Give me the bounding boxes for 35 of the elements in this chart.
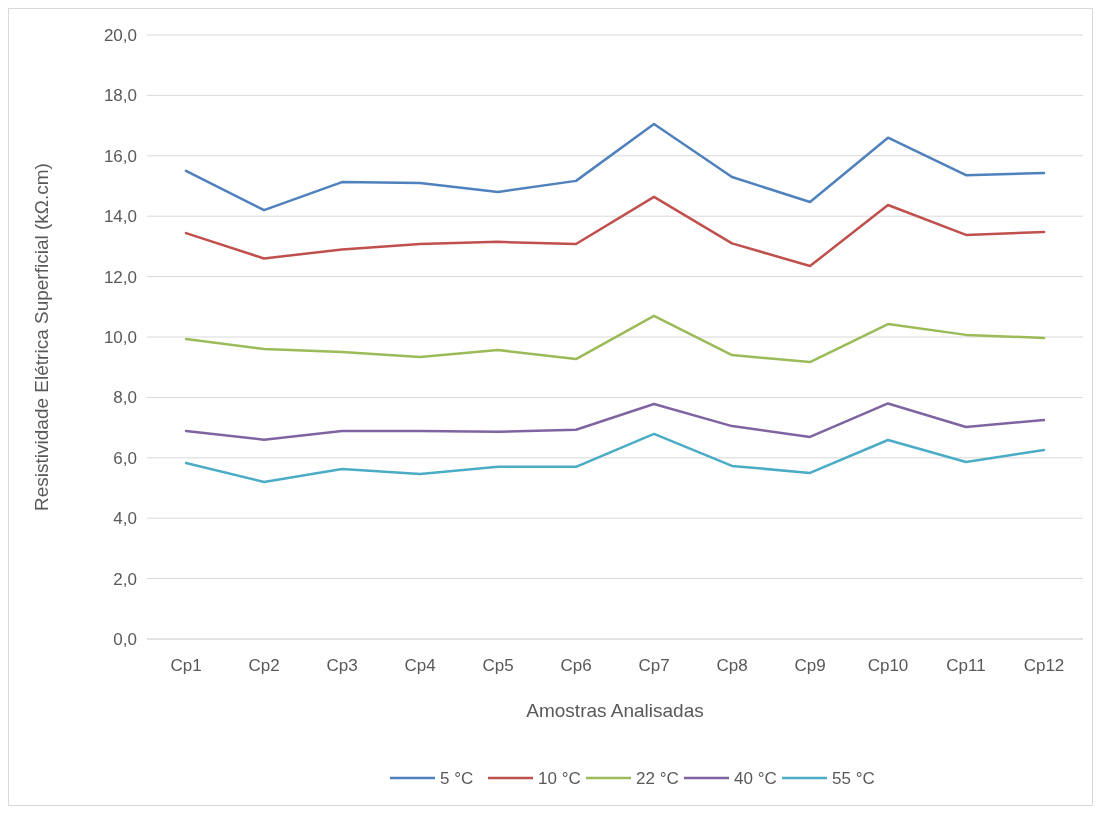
x-tick-label: Cp6 bbox=[560, 656, 592, 675]
y-tick-label: 16,0 bbox=[103, 146, 137, 166]
x-tick-label: Cp5 bbox=[482, 656, 514, 675]
x-tick-label: Cp10 bbox=[867, 656, 909, 675]
y-tick-label: 8,0 bbox=[113, 388, 137, 408]
x-tick-label: Cp4 bbox=[404, 656, 436, 675]
x-tick-label: Cp2 bbox=[248, 656, 280, 675]
y-tick-label: 18,0 bbox=[103, 86, 137, 106]
x-tick-label: Cp3 bbox=[326, 656, 358, 675]
y-tick-label: 0,0 bbox=[113, 629, 137, 649]
legend-label: 10 °C bbox=[538, 768, 581, 788]
legend-label: 55 °C bbox=[832, 768, 875, 788]
y-tick-label: 12,0 bbox=[103, 267, 137, 287]
line-series bbox=[184, 402, 1046, 441]
legend-label: 22 °C bbox=[636, 768, 679, 788]
x-tick-label: Cp9 bbox=[794, 656, 826, 675]
x-axis-title: Amostras Analisadas bbox=[526, 700, 704, 721]
y-axis-title: Resistividade Elétrica Superficial (kΩ.cm) bbox=[31, 163, 52, 511]
y-tick-label: 2,0 bbox=[113, 569, 137, 589]
y-tick-label: 10,0 bbox=[103, 327, 137, 347]
y-tick-label: 20,0 bbox=[103, 25, 137, 45]
y-tick-label: 4,0 bbox=[113, 509, 137, 529]
line-series bbox=[184, 314, 1046, 364]
x-tick-label: Cp11 bbox=[946, 656, 986, 675]
x-tick-label: Cp12 bbox=[1023, 656, 1065, 675]
line-series bbox=[184, 122, 1046, 212]
x-tick-label: Cp1 bbox=[170, 656, 202, 675]
legend-label: 5 °C bbox=[440, 768, 474, 788]
x-tick-label: Cp8 bbox=[716, 656, 748, 675]
x-tick-label: Cp7 bbox=[638, 656, 670, 675]
line-series bbox=[184, 195, 1046, 268]
y-tick-label: 14,0 bbox=[103, 207, 137, 227]
legend-label: 40 °C bbox=[734, 768, 777, 788]
y-tick-label: 6,0 bbox=[113, 448, 137, 468]
line-series bbox=[184, 432, 1046, 484]
